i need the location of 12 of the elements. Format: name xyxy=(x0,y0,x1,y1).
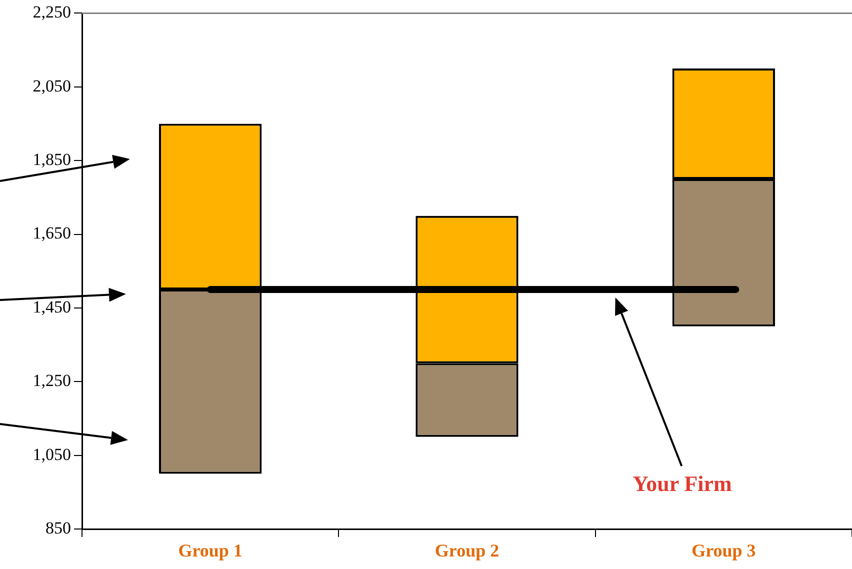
y-tick-label: 2,050 xyxy=(32,76,71,96)
x-tick-label: Group 3 xyxy=(692,540,756,560)
annotation: Your Firm xyxy=(632,471,732,497)
y-tick-label: 1,050 xyxy=(32,444,71,464)
x-tick-label: Group 1 xyxy=(178,540,242,560)
y-tick-label: 1,250 xyxy=(32,371,71,390)
y-tick-label: 1,450 xyxy=(32,297,71,316)
y-tick-label: 1,650 xyxy=(32,224,71,243)
y-tick-label: 1,850 xyxy=(32,150,71,170)
y-tick-label: 850 xyxy=(46,518,71,538)
y-tick-label: 2,250 xyxy=(32,2,71,22)
x-tick-label: Group 2 xyxy=(434,540,500,560)
